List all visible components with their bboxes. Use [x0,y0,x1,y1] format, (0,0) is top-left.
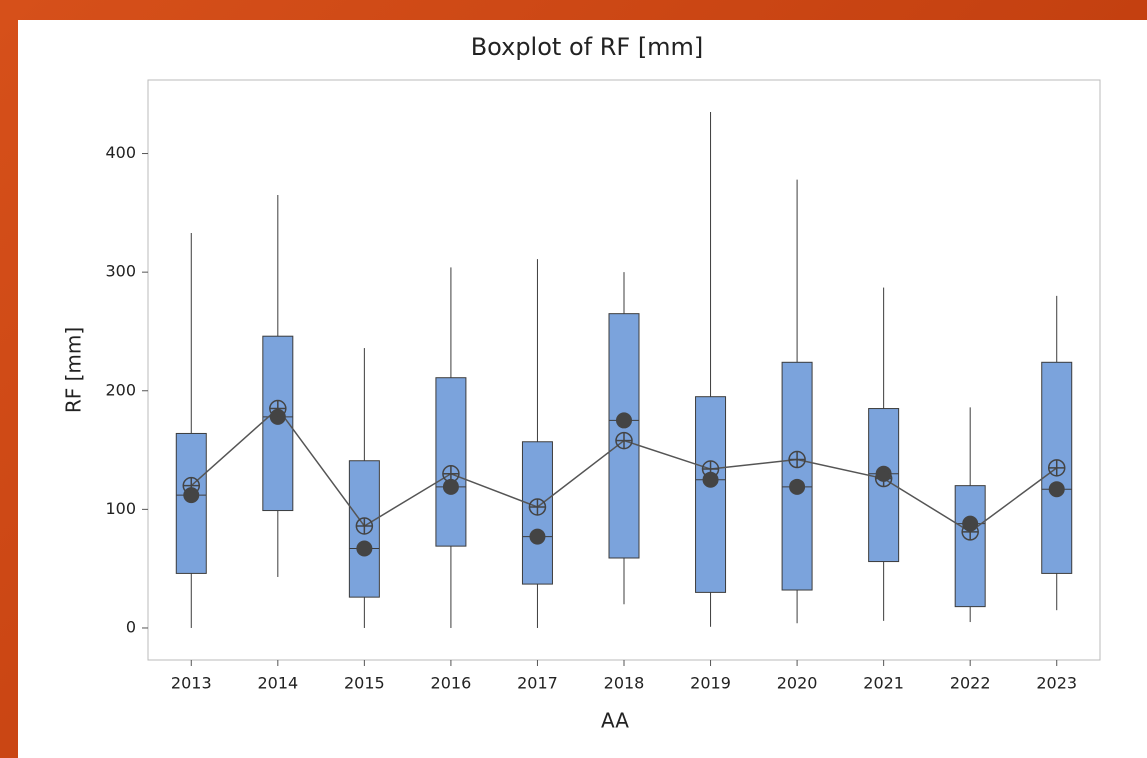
mean-symbol [528,498,547,516]
x-tick-label: 2021 [863,674,904,693]
box [695,396,727,593]
x-tick-label: 2023 [1036,674,1077,693]
y-tick-label: 0 [126,617,136,636]
y-axis-label: RF [mm] [62,327,86,413]
mean-symbol [442,465,460,483]
box [954,485,986,608]
mean-symbol [701,460,720,478]
x-tick-label: 2018 [604,674,645,693]
x-tick-label: 2013 [171,674,212,693]
median-dot [442,478,459,495]
x-tick-label: 2019 [690,674,731,693]
x-tick-label: 2020 [777,674,818,693]
x-tick-label: 2014 [257,674,298,693]
x-tick-label: 2022 [950,674,991,693]
mean-symbol [269,399,287,418]
x-tick-label: 2017 [517,674,558,693]
mean-symbol [788,450,806,469]
mean-symbol [1047,459,1066,477]
x-tick-label: 2015 [344,674,385,693]
y-tick-label: 100 [105,499,136,518]
median-dot [183,487,200,504]
y-tick-label: 300 [105,262,136,281]
x-tick-label: 2016 [431,674,472,693]
mean-symbol [615,431,633,450]
x-axis-label: AA [601,709,629,733]
median-dot [616,412,632,429]
mean-symbol [961,523,979,541]
y-tick-label: 400 [105,143,136,162]
box [435,377,467,547]
mean-symbol [182,476,201,495]
y-tick-label: 200 [105,380,136,399]
mean-symbol [874,469,893,488]
median-dot [789,478,806,495]
box [781,361,813,591]
median-dot [356,540,373,557]
median-dot [529,528,546,545]
median-dot [1048,481,1065,498]
mean-symbol [355,517,374,535]
box [175,432,207,574]
chart: Boxplot of RF [mm] AA RF [mm] 0 100 200 300… [18,20,1147,758]
chart-title: Boxplot of RF [mm] [471,33,704,61]
